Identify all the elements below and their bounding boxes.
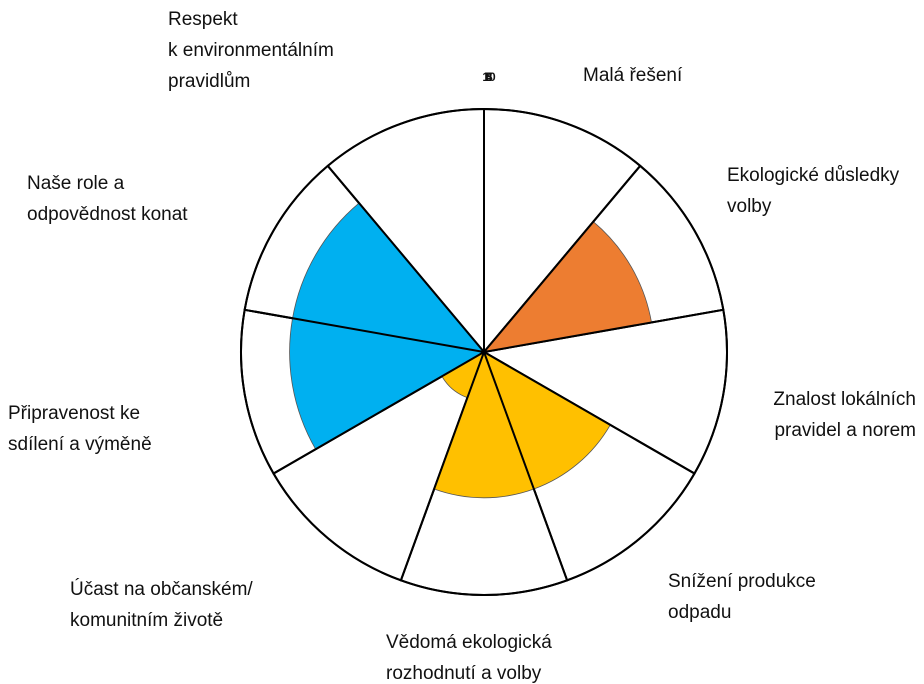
spoke: [483, 165, 641, 353]
spoke: [483, 351, 569, 581]
category-label: pravidel a norem: [774, 420, 916, 441]
category-label: Znalost lokálních: [773, 389, 916, 410]
spoke: [273, 351, 485, 475]
category-label: komunitním životě: [70, 610, 223, 631]
category-label: rozhodnutí a volby: [386, 663, 542, 684]
r-tick-label: 10: [482, 70, 496, 84]
category-label: odpovědnost konat: [27, 204, 188, 225]
spoke: [483, 351, 695, 475]
r-tick-label: 8: [486, 70, 493, 84]
category-label: Účast na občanském/: [70, 578, 253, 600]
spoke: [483, 308, 724, 353]
category-label: Naše role a: [27, 173, 125, 194]
outer-ring: [240, 108, 728, 596]
wedge: [433, 350, 535, 499]
wedge: [289, 317, 486, 450]
spoke: [327, 165, 485, 353]
r-tick-label: 4: [486, 70, 493, 84]
category-label: odpadu: [668, 602, 731, 623]
category-label: Připravenost ke: [8, 403, 140, 424]
category-label: Respekt: [168, 9, 238, 30]
category-label: volby: [727, 196, 772, 217]
category-label: k environmentálním: [168, 40, 334, 61]
category-label: Vědomá ekologická: [386, 632, 552, 653]
category-label: sdílení a výměně: [8, 434, 152, 455]
wedge: [292, 202, 486, 353]
spoke: [244, 308, 485, 353]
category-label: pravidlům: [168, 71, 250, 92]
category-label: Snížení produkce: [668, 571, 816, 592]
wedge: [483, 351, 611, 490]
r-tick-label: 5: [486, 70, 493, 84]
category-label: Ekologické důsledky: [727, 165, 900, 186]
spoke: [399, 351, 485, 581]
wedge: [482, 221, 652, 353]
category-label: Malá řešení: [583, 65, 683, 86]
